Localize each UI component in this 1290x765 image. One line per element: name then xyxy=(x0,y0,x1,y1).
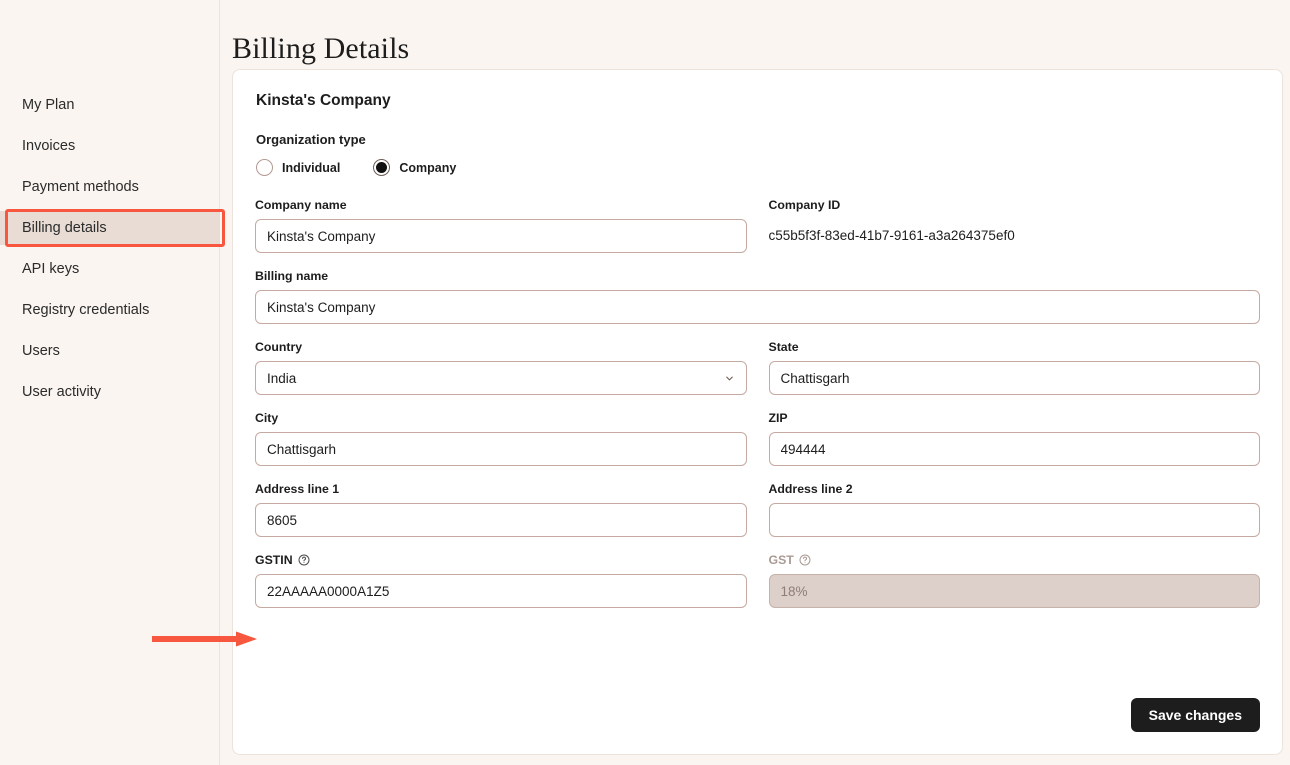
radio-option-company[interactable]: Company xyxy=(373,159,456,176)
billing-name-input[interactable] xyxy=(255,290,1260,324)
field-group-billing-name: Billing name xyxy=(255,269,1260,324)
organization-type-radio-group: Individual Company xyxy=(255,159,1260,176)
sidebar-item-label: Users xyxy=(22,343,60,359)
company-id-label: Company ID xyxy=(768,198,841,212)
address-line-1-input[interactable] xyxy=(255,503,747,537)
radio-option-label: Company xyxy=(399,160,457,175)
field-group-country: Country India xyxy=(255,340,747,395)
sidebar-item-label: Payment methods xyxy=(22,179,139,195)
sidebar-item-api-keys[interactable]: API keys xyxy=(0,252,220,286)
form-row-city-zip: City ZIP xyxy=(255,411,1260,466)
company-name-label: Company name xyxy=(255,198,347,212)
radio-company-icon[interactable] xyxy=(373,159,391,176)
field-group-gst: GST xyxy=(768,553,1261,608)
field-group-city: City xyxy=(255,411,747,466)
gstin-input[interactable] xyxy=(255,574,747,608)
card-title: Kinsta's Company xyxy=(256,92,391,109)
sidebar-item-label: Registry credentials xyxy=(22,302,150,318)
zip-label: ZIP xyxy=(768,411,788,425)
field-group-state: State xyxy=(768,340,1260,395)
country-label: Country xyxy=(255,340,303,354)
field-group-zip: ZIP xyxy=(768,411,1260,466)
city-input[interactable] xyxy=(255,432,747,466)
sidebar-item-label: My Plan xyxy=(22,97,75,113)
zip-input[interactable] xyxy=(768,432,1260,466)
organization-type-label: Organization type xyxy=(256,132,366,147)
company-name-input[interactable] xyxy=(255,219,747,253)
billing-details-card: Kinsta's Company Organization type Indiv… xyxy=(232,69,1283,755)
form-row-billing-name: Billing name xyxy=(255,269,1260,324)
chevron-down-icon xyxy=(724,373,735,384)
sidebar-item-label: User activity xyxy=(22,384,101,400)
radio-option-label: Individual xyxy=(282,160,341,175)
help-circle-icon[interactable] xyxy=(298,554,310,566)
form-row-company: Company name Company ID c55b5f3f-83ed-41… xyxy=(255,198,1260,253)
help-circle-icon[interactable] xyxy=(799,554,811,566)
state-label: State xyxy=(768,340,799,354)
field-group-address-line-2: Address line 2 xyxy=(768,482,1260,537)
sidebar-nav: My Plan Invoices Payment methods Billing… xyxy=(0,88,220,416)
country-select-value: India xyxy=(267,370,297,386)
page-title: Billing Details xyxy=(232,32,410,66)
sidebar-item-my-plan[interactable]: My Plan xyxy=(0,88,220,122)
radio-individual-icon[interactable] xyxy=(256,159,273,176)
address-line-2-label: Address line 2 xyxy=(768,482,853,496)
field-group-gstin: GSTIN xyxy=(255,553,747,608)
sidebar-item-user-activity[interactable]: User activity xyxy=(0,375,220,409)
field-group-company-name: Company name xyxy=(255,198,747,253)
billing-name-label: Billing name xyxy=(255,269,329,283)
gst-label: GST xyxy=(769,553,1261,567)
sidebar-item-label: Billing details xyxy=(22,220,107,236)
address-line-2-input[interactable] xyxy=(768,503,1260,537)
sidebar-item-label: API keys xyxy=(22,261,80,277)
sidebar-item-billing-details[interactable]: Billing details xyxy=(0,211,220,245)
sidebar-item-label: Invoices xyxy=(22,138,76,154)
gst-input xyxy=(768,574,1260,608)
city-label: City xyxy=(255,411,279,425)
sidebar-item-registry-credentials[interactable]: Registry credentials xyxy=(0,293,220,327)
field-group-address-line-1: Address line 1 xyxy=(255,482,747,537)
country-select[interactable]: India xyxy=(255,361,747,395)
state-input[interactable] xyxy=(768,361,1260,395)
sidebar-item-users[interactable]: Users xyxy=(0,334,220,368)
save-changes-button[interactable]: Save changes xyxy=(1130,698,1260,732)
field-group-company-id: Company ID c55b5f3f-83ed-41b7-9161-a3a26… xyxy=(769,198,1261,253)
form-row-gst: GSTIN GST xyxy=(255,553,1260,608)
save-button-container: Save changes xyxy=(1130,698,1260,732)
form-row-country-state: Country India State xyxy=(255,340,1260,395)
sidebar-item-payment-methods[interactable]: Payment methods xyxy=(0,170,220,204)
company-id-value: c55b5f3f-83ed-41b7-9161-a3a264375ef0 xyxy=(768,228,1015,243)
sidebar-item-invoices[interactable]: Invoices xyxy=(0,129,220,163)
radio-option-individual[interactable]: Individual xyxy=(256,159,340,176)
sidebar: My Plan Invoices Payment methods Billing… xyxy=(0,0,220,765)
form-row-address: Address line 1 Address line 2 xyxy=(255,482,1260,537)
address-line-1-label: Address line 1 xyxy=(255,482,340,496)
gstin-label: GSTIN xyxy=(255,553,747,567)
